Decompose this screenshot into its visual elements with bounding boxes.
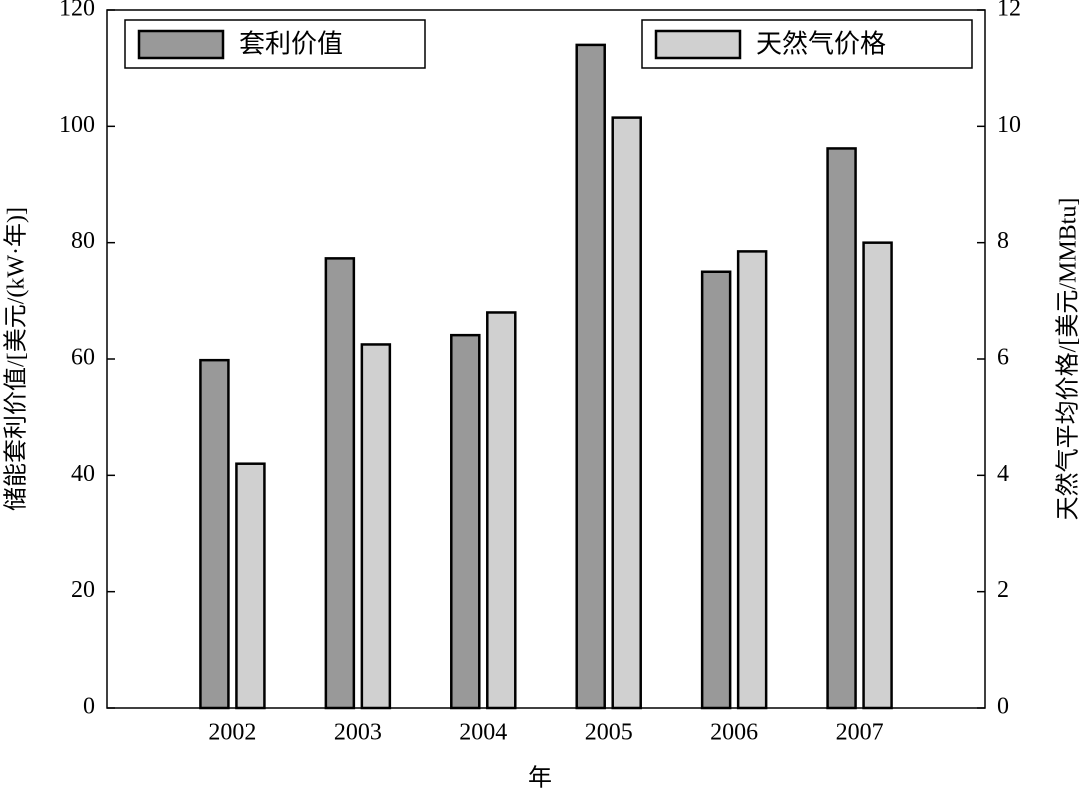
y-tick-label: 120 — [59, 0, 95, 22]
bar — [324, 257, 356, 710]
x-tick-label: 2003 — [334, 720, 382, 746]
bar — [486, 311, 517, 710]
y-tick-label: 60 — [71, 345, 95, 371]
x-tick-label: 2005 — [585, 720, 633, 746]
x-tick-label: 2006 — [710, 720, 758, 746]
bar — [360, 343, 392, 710]
y-tick-label: 80 — [71, 228, 95, 254]
y-tick-label: 100 — [59, 112, 95, 138]
y-tick-label: 40 — [71, 461, 95, 487]
bar — [736, 250, 768, 710]
x-tick-label: 2004 — [459, 720, 507, 746]
y-tick-label: 0 — [83, 694, 95, 720]
x-tick-label: 2002 — [208, 720, 256, 746]
bar — [575, 43, 606, 710]
y2-tick-label: 4 — [997, 461, 1009, 487]
x-axis-label: 年 — [528, 765, 552, 792]
legend-swatch — [137, 29, 225, 60]
y2-tick-label: 12 — [997, 0, 1021, 22]
y-tick-label: 20 — [71, 577, 95, 603]
y2-tick-label: 10 — [997, 112, 1021, 138]
x-tick-label: 2007 — [836, 720, 884, 746]
y2-tick-label: 0 — [997, 694, 1009, 720]
bar — [826, 147, 857, 710]
legend-label: 天然气价格 — [756, 30, 886, 60]
bar — [611, 116, 642, 710]
y2-axis-label: 天然气平均价格/[美元/MMBtu] — [1055, 198, 1082, 521]
bar — [862, 241, 893, 710]
bar — [235, 462, 266, 710]
y-axis-label: 储能套利价值/[美元/(kW·年)] — [3, 207, 30, 511]
legend-label: 套利价值 — [239, 30, 343, 60]
bar — [450, 333, 481, 710]
legend-swatch — [654, 29, 742, 60]
y2-tick-label: 8 — [997, 228, 1009, 254]
y2-tick-label: 6 — [997, 345, 1009, 371]
y2-tick-label: 2 — [997, 577, 1009, 603]
bar — [199, 358, 230, 710]
bar — [700, 270, 732, 710]
